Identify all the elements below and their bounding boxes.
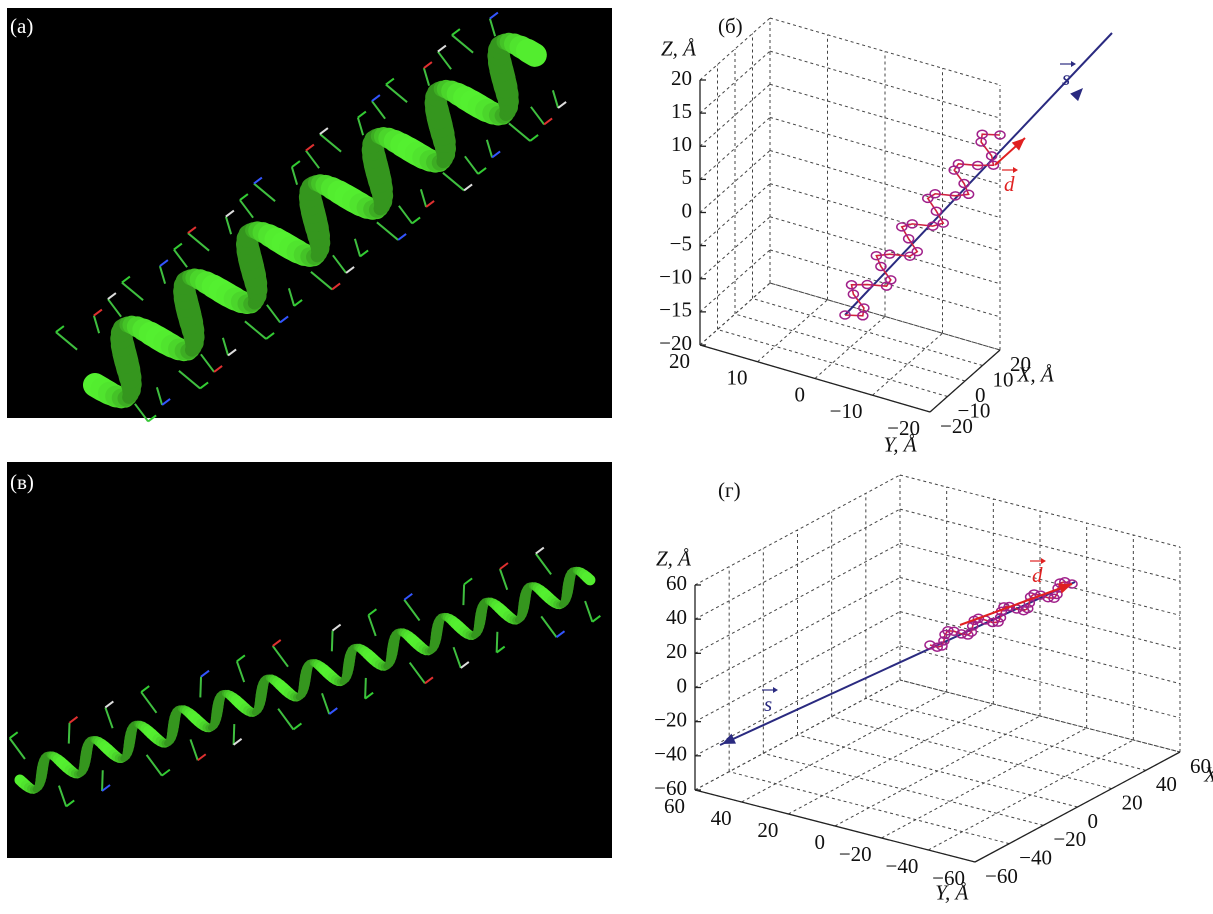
grid-line xyxy=(742,692,947,802)
grid-line xyxy=(928,740,1133,850)
z-tick-label: −15 xyxy=(659,298,692,322)
helix-ribbon xyxy=(528,51,535,55)
panel-label: (а) xyxy=(10,14,33,38)
z-tick-label: −5 xyxy=(670,231,692,255)
x-axis-label: X, Å xyxy=(1203,762,1213,786)
z-tick-label: 10 xyxy=(671,132,692,156)
x-tick-label: 0 xyxy=(1088,809,1099,833)
z-tick-label: −10 xyxy=(659,265,692,289)
side-chain xyxy=(497,632,498,653)
s-label-arrow xyxy=(773,687,778,693)
y-tick-label: 40 xyxy=(711,806,732,830)
grid-line xyxy=(770,51,1000,118)
y-tick-label: 20 xyxy=(757,818,778,842)
side-chain xyxy=(102,770,103,791)
z-tick-label: 40 xyxy=(666,605,687,629)
y-tick-label: −10 xyxy=(830,399,863,423)
z-axis-label: Z, Å xyxy=(661,37,696,61)
s-label-arrow xyxy=(1071,61,1076,67)
z-tick-label: −40 xyxy=(654,742,687,766)
x-tick-label: −60 xyxy=(985,864,1018,888)
grid-line xyxy=(873,333,943,395)
side-chain xyxy=(365,678,366,699)
z-tick-label: 0 xyxy=(677,673,688,697)
y-tick-label: 10 xyxy=(727,366,748,390)
side-chain xyxy=(332,631,333,652)
z-tick-label: 5 xyxy=(682,165,693,189)
side-chain xyxy=(200,677,201,698)
z-tick-label: 20 xyxy=(666,639,687,663)
y-tick-label: 60 xyxy=(664,794,685,818)
x-tick-label: 20 xyxy=(1122,790,1143,814)
arrow-head xyxy=(1070,88,1083,101)
x-axis-label: X, Å xyxy=(1017,363,1054,387)
d-vector xyxy=(960,584,1072,625)
grid-line xyxy=(718,330,948,397)
axis-line xyxy=(695,790,975,862)
d-label: d xyxy=(1032,563,1043,587)
d-label-arrow xyxy=(1041,558,1046,564)
y-tick-label: 20 xyxy=(669,349,690,373)
side-chain xyxy=(234,724,235,745)
y-tick-label: 0 xyxy=(815,830,826,854)
panel-label: (б) xyxy=(718,14,743,38)
side-chain xyxy=(69,723,70,744)
x-tick-label: 0 xyxy=(975,383,986,407)
grid-line xyxy=(763,753,1043,825)
z-tick-label: −20 xyxy=(654,707,687,731)
grid-line xyxy=(788,704,993,814)
z-tick-label: 15 xyxy=(671,99,692,123)
z-tick-label: 0 xyxy=(682,198,693,222)
side-chain xyxy=(463,584,464,605)
grid-line xyxy=(815,317,885,379)
grid-line xyxy=(832,717,1112,789)
y-tick-label: 0 xyxy=(795,382,806,406)
panel-label: (г) xyxy=(718,478,741,502)
grid-line xyxy=(735,314,965,381)
panel-label: (в) xyxy=(10,470,34,494)
d-label-arrow xyxy=(1013,167,1018,173)
y-axis-label: Y, Å xyxy=(935,880,968,904)
grid-line xyxy=(835,716,1040,826)
helix-ribbon xyxy=(587,577,590,580)
grid-line xyxy=(758,300,828,362)
y-axis-label: Y, Å xyxy=(884,433,917,457)
z-axis-label: Z, Å xyxy=(656,546,691,570)
y-tick-label: −20 xyxy=(839,842,872,866)
z-tick-label: 60 xyxy=(666,571,687,595)
x-tick-label: −40 xyxy=(1019,845,1052,869)
grid-line xyxy=(753,299,983,366)
y-tick-label: −40 xyxy=(885,854,918,878)
s-label: s xyxy=(1062,66,1070,90)
s-label: s xyxy=(764,692,772,716)
d-label: d xyxy=(1004,172,1015,196)
x-tick-label: 40 xyxy=(1156,772,1177,796)
grid-line xyxy=(882,728,1087,838)
x-tick-label: −20 xyxy=(1053,827,1086,851)
grid-line xyxy=(770,117,1000,184)
z-tick-label: 20 xyxy=(671,66,692,90)
